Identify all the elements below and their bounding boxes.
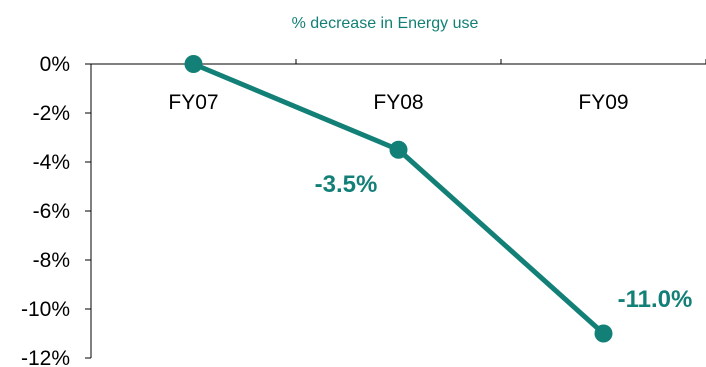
y-tick-label: -2% bbox=[33, 102, 70, 125]
data-point bbox=[389, 140, 408, 159]
category-label: FY07 bbox=[168, 91, 218, 114]
y-tick-label: -8% bbox=[33, 249, 70, 272]
category-label: FY09 bbox=[578, 91, 628, 114]
chart-title: % decrease in Energy use bbox=[292, 15, 479, 32]
data-label: -11.0% bbox=[618, 286, 693, 313]
y-ticks bbox=[85, 59, 706, 359]
data-labels: -3.5% -11.0% bbox=[315, 171, 693, 313]
category-labels: FY07 FY08 FY09 bbox=[168, 91, 628, 114]
data-label: -3.5% bbox=[315, 171, 378, 198]
category-label: FY08 bbox=[373, 91, 423, 114]
y-tick-label: -12% bbox=[21, 347, 70, 367]
y-tick-label: 0% bbox=[40, 53, 70, 76]
y-tick-label: -10% bbox=[21, 298, 70, 321]
data-point bbox=[594, 324, 613, 343]
data-point bbox=[184, 55, 203, 73]
y-tick-labels: 0% -2% -4% -6% -8% -10% -12% bbox=[21, 53, 70, 367]
series-points bbox=[184, 55, 613, 343]
y-tick-label: -6% bbox=[33, 200, 70, 223]
y-tick-label: -4% bbox=[33, 151, 70, 174]
